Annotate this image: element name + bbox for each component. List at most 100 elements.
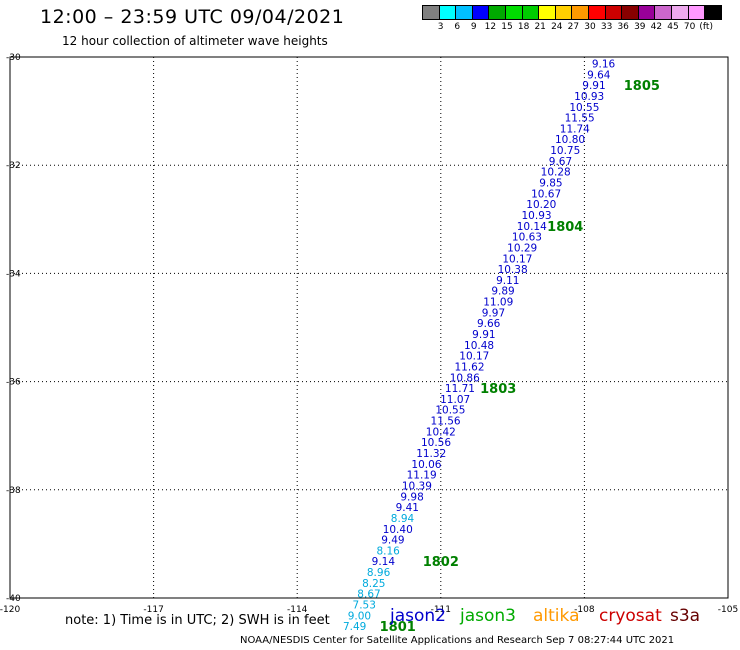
data-point-label: 10.75 xyxy=(550,145,580,157)
data-point-label: 10.48 xyxy=(464,340,494,352)
y-tick-label: -40 xyxy=(6,594,21,604)
data-point-label: 10.20 xyxy=(526,199,556,211)
color-scale-label: 21 xyxy=(534,22,546,32)
note-text: note: 1) Time is in UTC; 2) SWH is in fe… xyxy=(65,613,330,628)
data-point-label: 9.41 xyxy=(396,502,419,514)
data-point-label: 9.64 xyxy=(587,69,611,81)
plot-frame xyxy=(9,56,729,599)
x-tick-label: -108 xyxy=(574,605,595,615)
y-tick-label: -36 xyxy=(6,378,21,388)
color-scale-label: 45 xyxy=(667,22,679,32)
data-point-label: 11.74 xyxy=(560,123,590,135)
data-point-label: 11.09 xyxy=(483,297,513,309)
color-scale-label: 18 xyxy=(517,22,530,32)
data-point-label: 9.91 xyxy=(582,80,605,92)
chart-title: 12:00 – 23:59 UTC 09/04/2021 xyxy=(40,6,345,28)
color-scale-label: 39 xyxy=(634,22,646,32)
time-annotation: 1804 xyxy=(547,220,583,235)
data-point-label: 10.93 xyxy=(522,210,552,222)
color-scale-label: 9 xyxy=(470,22,477,32)
data-point-label: 10.80 xyxy=(555,134,585,146)
color-scale-label: (ft) xyxy=(699,22,713,32)
data-point-label: 9.16 xyxy=(592,58,616,70)
footer-credit: NOAA/NESDIS Center for Satellite Applica… xyxy=(240,635,675,646)
color-scale-label: 12 xyxy=(484,22,497,32)
x-tick-label: -117 xyxy=(143,605,163,615)
data-point-label: 10.17 xyxy=(459,351,489,363)
color-scale-legend xyxy=(422,5,722,20)
color-scale-swatch xyxy=(704,5,722,20)
satellite-legend-cryosat: cryosat xyxy=(599,606,662,626)
x-tick-label: -111 xyxy=(431,605,451,615)
data-point-label: 10.86 xyxy=(450,372,480,384)
color-scale-label: 24 xyxy=(551,22,563,32)
data-point-label: 11.55 xyxy=(565,113,595,125)
satellite-legend-altika: altika xyxy=(533,606,580,626)
time-annotation: 1805 xyxy=(624,79,660,94)
color-scale-labels: 3 6 9 12 15 18 21 24 27 30 33 36 39 42 45 70 (ft) xyxy=(422,22,740,34)
data-point-label: 11.07 xyxy=(440,394,470,406)
y-tick-label: -30 xyxy=(6,53,21,63)
color-scale-label: 15 xyxy=(501,22,513,32)
data-point-label: 9.11 xyxy=(496,275,519,287)
data-point-label: 10.93 xyxy=(574,91,604,103)
data-point-label: 10.28 xyxy=(541,167,571,179)
time-annotation: 1801 xyxy=(380,620,416,635)
data-point-label: 10.06 xyxy=(411,459,441,471)
data-point-label: 7.53 xyxy=(353,599,376,611)
data-point-label: 9.14 xyxy=(372,556,396,568)
data-point-label: 9.49 xyxy=(381,535,404,547)
data-point-label: 8.94 xyxy=(391,513,415,525)
x-tick-label: -105 xyxy=(718,605,738,615)
data-point-label: 10.29 xyxy=(507,242,537,254)
data-point-label: 10.39 xyxy=(402,480,432,492)
data-point-label: 10.55 xyxy=(435,405,465,417)
chart-subtitle: 12 hour collection of altimeter wave hei… xyxy=(62,34,328,48)
color-scale-label: 30 xyxy=(584,22,596,32)
data-point-label: 11.62 xyxy=(454,361,484,373)
data-point-label: 10.40 xyxy=(383,524,413,536)
satellite-legend-jason2: jason2 xyxy=(390,606,446,626)
data-point-label: 9.98 xyxy=(400,491,423,503)
color-scale-label: 3 xyxy=(437,22,444,32)
data-point-label: 11.56 xyxy=(431,416,461,428)
color-scale-label: 27 xyxy=(567,22,580,32)
data-point-label: 10.63 xyxy=(512,232,542,244)
color-scale-label: 6 xyxy=(454,22,461,32)
data-point-label: 8.67 xyxy=(357,589,380,601)
data-point-label: 9.89 xyxy=(491,286,514,298)
x-tick-label: -120 xyxy=(0,605,20,615)
data-point-label: 9.85 xyxy=(539,178,562,190)
y-tick-label: -38 xyxy=(6,486,21,496)
color-scale-label: 33 xyxy=(600,22,613,32)
data-point-label: 10.14 xyxy=(517,221,547,233)
data-point-label: 10.42 xyxy=(426,426,456,438)
satellite-legend-s3a: s3a xyxy=(670,606,701,626)
time-annotation: 1802 xyxy=(423,555,459,570)
satellite-legend-jason3: jason3 xyxy=(460,606,516,626)
data-point-label: 10.17 xyxy=(502,253,532,265)
data-point-label: 11.19 xyxy=(407,470,437,482)
data-point-label: 10.55 xyxy=(569,102,599,114)
data-point-label: 8.16 xyxy=(376,545,400,557)
data-point-label: 11.71 xyxy=(445,383,475,395)
data-point-label: 9.66 xyxy=(477,318,501,330)
data-point-label: 8.25 xyxy=(362,578,385,590)
data-point-label: 9.97 xyxy=(482,307,505,319)
data-point-label: 10.38 xyxy=(498,264,528,276)
color-scale-label: 36 xyxy=(617,22,629,32)
y-tick-label: -34 xyxy=(6,269,21,279)
color-scale-label: 42 xyxy=(650,22,663,32)
data-point-label: 10.67 xyxy=(531,188,561,200)
data-point-label: 11.32 xyxy=(416,448,446,460)
data-point-label: 9.67 xyxy=(549,156,572,168)
data-point-label: 7.49 xyxy=(343,621,366,633)
x-tick-label: -114 xyxy=(287,605,308,615)
data-point-label: 9.91 xyxy=(472,329,495,341)
data-point-label: 9.00 xyxy=(348,610,371,622)
data-point-label: 8.96 xyxy=(367,567,391,579)
y-tick-label: -32 xyxy=(6,161,21,171)
time-annotation: 1803 xyxy=(480,382,516,397)
color-scale-label: 70 xyxy=(683,22,696,32)
